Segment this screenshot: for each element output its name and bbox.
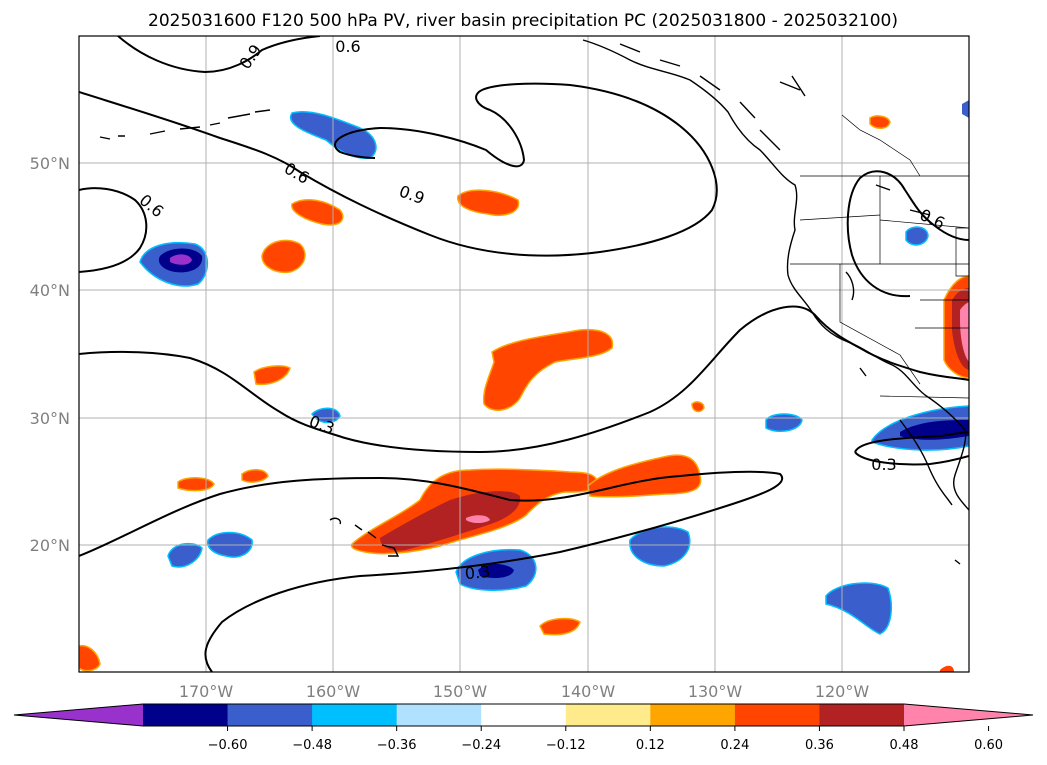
colorbar-tick-label: −0.36 bbox=[377, 738, 417, 753]
colorbar-segments bbox=[143, 704, 905, 726]
lat-label: 30°N bbox=[30, 409, 70, 428]
colorbar-tick-label: −0.60 bbox=[208, 738, 248, 753]
lon-label: 160°W bbox=[306, 682, 361, 701]
colorbar-tick-label: 0.48 bbox=[890, 738, 919, 753]
colorbar-segment bbox=[396, 704, 482, 726]
colorbar-extend-high bbox=[904, 704, 1033, 726]
colorbar-segment bbox=[312, 704, 398, 726]
latitude-labels: 50°N 40°N 30°N 20°N bbox=[30, 154, 70, 555]
map-frame bbox=[78, 35, 970, 673]
colorbar-segment bbox=[565, 704, 651, 726]
lon-label: 130°W bbox=[688, 682, 743, 701]
colorbar-tick-label: 0.24 bbox=[720, 738, 749, 753]
colorbar-extend-low bbox=[14, 704, 143, 726]
colorbar-segment bbox=[481, 704, 567, 726]
colorbar-segment bbox=[143, 704, 229, 726]
lon-label: 140°W bbox=[561, 682, 616, 701]
longitude-labels: 170°W 160°W 150°W 140°W 130°W 120°W bbox=[179, 682, 870, 701]
map-panel: 0.9 0.6 0.6 0.9 0.6 0.6 0.3 0.3 0.3 bbox=[78, 35, 970, 673]
coastlines bbox=[99, 39, 969, 565]
colorbar-tick-label: −0.12 bbox=[546, 738, 586, 753]
colorbar-tick-label: 0.12 bbox=[636, 738, 665, 753]
lat-label: 20°N bbox=[30, 536, 70, 555]
lat-label: 40°N bbox=[30, 281, 70, 300]
colorbar-ticks: −0.60 −0.48 −0.36 −0.24 −0.12 0.12 0.24 0.36 0.4… bbox=[208, 726, 1003, 753]
lon-label: 150°W bbox=[433, 682, 488, 701]
pv-contours bbox=[79, 36, 969, 672]
colorbar-segment bbox=[650, 704, 736, 726]
colorbar-tick-label: −0.24 bbox=[461, 738, 501, 753]
contour-label: 0.3 bbox=[871, 455, 896, 474]
positive-anomaly-blobs bbox=[79, 115, 969, 672]
colorbar-segment bbox=[227, 704, 313, 726]
colorbar-segment bbox=[734, 704, 820, 726]
colorbar-tick-label: 0.36 bbox=[805, 738, 834, 753]
graticule bbox=[79, 36, 969, 672]
colorbar-tick-label: 0.60 bbox=[974, 738, 1003, 753]
lat-label: 50°N bbox=[30, 154, 70, 173]
lon-label: 170°W bbox=[179, 682, 234, 701]
contour-label: 0.3 bbox=[464, 562, 491, 583]
colorbar-segment bbox=[819, 704, 905, 726]
colorbar-tick-label: −0.48 bbox=[292, 738, 332, 753]
colorbar-outline bbox=[13, 703, 1034, 727]
lon-label: 120°W bbox=[815, 682, 870, 701]
contour-label: 0.6 bbox=[335, 37, 360, 56]
colorbar: −0.60 −0.48 −0.36 −0.24 −0.12 0.12 0.24 0.36 0.4… bbox=[13, 703, 1034, 753]
figure-title: 2025031600 F120 500 hPa PV, river basin … bbox=[148, 11, 898, 31]
